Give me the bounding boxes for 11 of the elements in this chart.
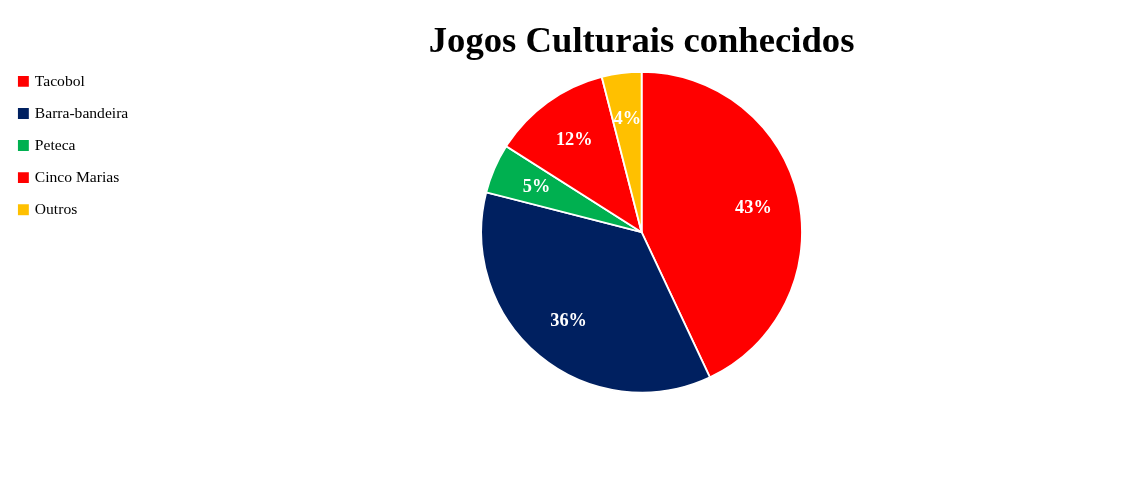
data-label: 36% <box>550 309 587 330</box>
data-label: 4% <box>613 107 642 128</box>
legend-label: Peteca <box>34 136 76 154</box>
data-label: 5% <box>522 176 551 197</box>
legend-label: Tacobol <box>34 71 86 89</box>
chart-title: Jogos Culturais conhecidos <box>428 18 855 60</box>
data-label: 12% <box>555 128 593 149</box>
data-label: 43% <box>735 196 772 217</box>
legend-label: Outros <box>34 200 78 218</box>
legend-label: Barra-bandeira <box>34 104 129 122</box>
legend-label: Cinco Marias <box>34 168 120 186</box>
